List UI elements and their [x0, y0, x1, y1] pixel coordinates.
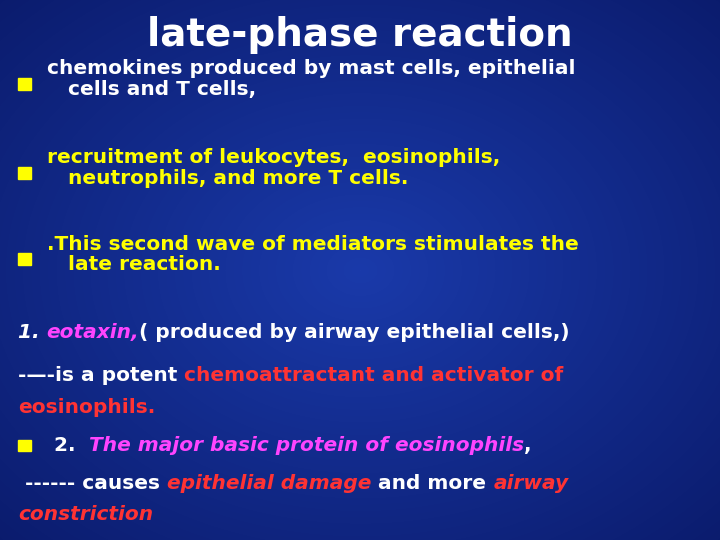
Text: late-phase reaction: late-phase reaction	[147, 16, 573, 54]
Bar	[18, 440, 31, 451]
Text: recruitment of leukocytes,  eosinophils,: recruitment of leukocytes, eosinophils,	[47, 148, 500, 167]
Text: late reaction.: late reaction.	[47, 255, 220, 274]
Text: ( produced by airway epithelial cells,): ( produced by airway epithelial cells,)	[139, 322, 570, 342]
Text: -—-is a potent: -—-is a potent	[18, 366, 184, 385]
Text: cells and T cells,: cells and T cells,	[47, 79, 256, 99]
Text: eosinophils.: eosinophils.	[18, 398, 156, 417]
Bar	[18, 167, 31, 179]
Text: chemoattractant and activator of: chemoattractant and activator of	[184, 366, 564, 385]
Text: The major basic protein of eosinophils: The major basic protein of eosinophils	[89, 436, 524, 455]
Text: and more: and more	[372, 474, 493, 493]
Text: airway: airway	[493, 474, 569, 493]
Text: chemokines produced by mast cells, epithelial: chemokines produced by mast cells, epith…	[47, 59, 575, 78]
Text: ,: ,	[524, 436, 532, 455]
Text: neutrophils, and more T cells.: neutrophils, and more T cells.	[47, 168, 408, 188]
Text: 1.: 1.	[18, 322, 47, 342]
Text: constriction: constriction	[18, 504, 153, 524]
Text: epithelial damage: epithelial damage	[167, 474, 372, 493]
Text: .This second wave of mediators stimulates the: .This second wave of mediators stimulate…	[47, 234, 579, 254]
Bar	[18, 253, 31, 265]
Text: 2.: 2.	[47, 436, 89, 455]
Text: ------ causes: ------ causes	[18, 474, 167, 493]
Bar	[18, 78, 31, 90]
Text: eotaxin,: eotaxin,	[47, 322, 139, 342]
